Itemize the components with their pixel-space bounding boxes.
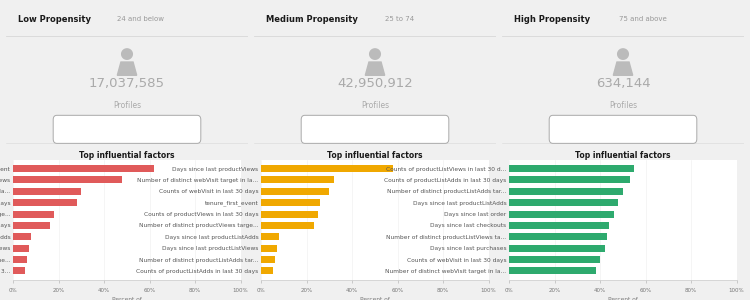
Text: Top influential factors: Top influential factors (575, 151, 670, 160)
Text: 25 to 74: 25 to 74 (385, 16, 414, 22)
Bar (261, 188, 329, 195)
Text: Create segment: Create segment (595, 126, 651, 132)
Bar (13, 222, 50, 229)
Bar (261, 222, 314, 229)
Text: 634,144: 634,144 (596, 77, 650, 90)
Bar (13, 211, 54, 218)
Bar (261, 165, 393, 172)
Text: 75 and above: 75 and above (620, 16, 667, 22)
Bar (261, 233, 280, 240)
FancyBboxPatch shape (53, 115, 201, 143)
Text: Top influential factors: Top influential factors (327, 151, 423, 160)
Bar (13, 165, 154, 172)
Text: Medium Propensity: Medium Propensity (266, 15, 358, 24)
FancyBboxPatch shape (302, 115, 448, 143)
Bar (509, 176, 630, 184)
Text: 17,037,585: 17,037,585 (89, 77, 165, 90)
Polygon shape (117, 62, 136, 75)
Polygon shape (618, 49, 628, 59)
Bar (261, 211, 318, 218)
X-axis label: Percent of
Low propensity profiles: Percent of Low propensity profiles (93, 297, 161, 300)
Text: Low Propensity: Low Propensity (18, 15, 91, 24)
X-axis label: Percent of
Medium propensity profiles: Percent of Medium propensity profiles (334, 297, 416, 300)
Text: Create segment: Create segment (99, 126, 155, 132)
Text: High Propensity: High Propensity (514, 15, 590, 24)
Bar (509, 244, 604, 252)
Bar (13, 199, 77, 206)
Bar (261, 199, 320, 206)
Text: Create segment: Create segment (346, 126, 404, 132)
Bar (13, 233, 32, 240)
Bar (509, 256, 600, 263)
Bar (261, 176, 334, 184)
Bar (509, 233, 607, 240)
Bar (261, 267, 272, 274)
Bar (509, 211, 614, 218)
Bar (13, 256, 27, 263)
Polygon shape (365, 62, 385, 75)
Text: Profiles: Profiles (361, 101, 389, 110)
Text: Profiles: Profiles (113, 101, 141, 110)
Bar (509, 165, 634, 172)
Text: Profiles: Profiles (609, 101, 637, 110)
Bar (509, 199, 618, 206)
Polygon shape (370, 49, 380, 59)
Bar (13, 244, 29, 252)
Bar (13, 176, 122, 184)
Polygon shape (122, 49, 132, 59)
Bar (509, 188, 623, 195)
Text: Top influential factors: Top influential factors (80, 151, 175, 160)
X-axis label: Percent of
High propensity profiles: Percent of High propensity profiles (588, 297, 658, 300)
Bar (509, 222, 609, 229)
Bar (261, 244, 278, 252)
Bar (509, 267, 596, 274)
Bar (261, 256, 275, 263)
Polygon shape (614, 62, 633, 75)
Text: 42,950,912: 42,950,912 (338, 77, 412, 90)
Text: 24 and below: 24 and below (116, 16, 164, 22)
FancyBboxPatch shape (549, 115, 697, 143)
Bar (13, 267, 25, 274)
Bar (13, 188, 82, 195)
